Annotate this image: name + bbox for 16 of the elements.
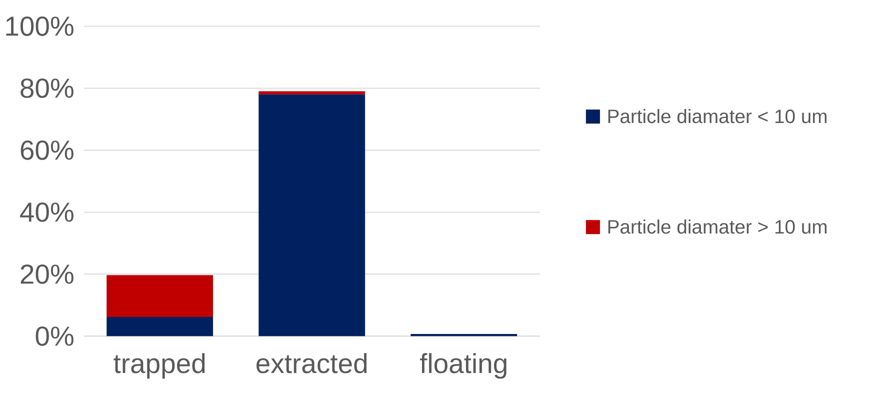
bar bbox=[106, 275, 214, 317]
y-tick-label: 100% bbox=[6, 16, 74, 36]
bar bbox=[410, 334, 518, 336]
y-tick-label: 80% bbox=[20, 78, 74, 98]
legend-label: Particle diamater > 10 um bbox=[608, 219, 827, 234]
y-tick-label: 60% bbox=[20, 140, 74, 160]
legend-label: Particle diamater < 10 um bbox=[608, 108, 827, 124]
bar bbox=[258, 91, 366, 94]
y-tick-label: 20% bbox=[20, 264, 74, 284]
x-tick-label: floating bbox=[420, 353, 506, 379]
bar bbox=[258, 94, 366, 336]
y-tick-label: 40% bbox=[20, 202, 74, 222]
x-tick-label: trapped bbox=[114, 353, 205, 379]
bar bbox=[106, 316, 214, 336]
x-tick-label: extracted bbox=[256, 353, 367, 374]
y-tick-label: 0% bbox=[36, 326, 74, 346]
